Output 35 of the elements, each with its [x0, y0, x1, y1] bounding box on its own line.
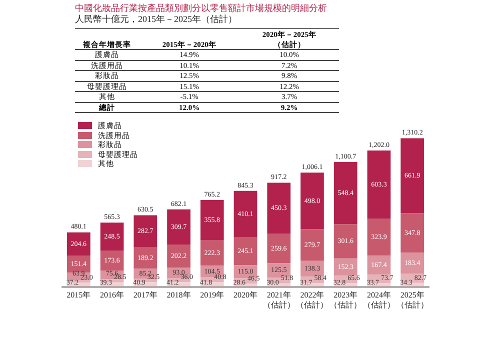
x-tick-label: 2020年 [234, 290, 258, 300]
x-tick-label: 2019年 [200, 290, 224, 300]
bar [300, 172, 324, 230]
bar [100, 222, 124, 251]
bar [200, 240, 224, 266]
x-tick-label: 2024年（估計） [362, 290, 395, 310]
bar [234, 237, 258, 266]
x-tick-label: 2015年 [66, 290, 91, 300]
bar [367, 150, 391, 219]
x-tick-label: 2016年 [100, 290, 124, 300]
bar [134, 247, 158, 269]
x-tick-label: 2022年（估計） [296, 290, 328, 310]
bar [334, 224, 358, 258]
bar [167, 244, 190, 268]
bar [300, 229, 324, 261]
bar [267, 234, 291, 264]
bar [200, 200, 224, 240]
bar [134, 215, 158, 248]
bar [334, 162, 358, 224]
text: 人民幣十億元，2015年－2025年（估計） [75, 14, 238, 25]
bar [267, 182, 291, 234]
x-tick-label: 2025年（估計） [396, 290, 428, 310]
bar [367, 218, 391, 256]
bar [400, 138, 424, 214]
x-tick-label: 2023年（估計） [330, 290, 362, 310]
bar [167, 209, 190, 245]
bar [367, 256, 391, 275]
x-tick-label: 2017年 [133, 290, 158, 300]
x-tick-label: 2018年 [166, 290, 191, 300]
bar [234, 190, 258, 238]
bar [400, 252, 424, 274]
bar [400, 213, 424, 253]
bar [67, 232, 90, 256]
text: 中國化妝品行業按產品類別劃分以零售額計市場規模的明細分析 [75, 3, 328, 14]
x-tick-label: 2021年（估計） [262, 290, 295, 310]
